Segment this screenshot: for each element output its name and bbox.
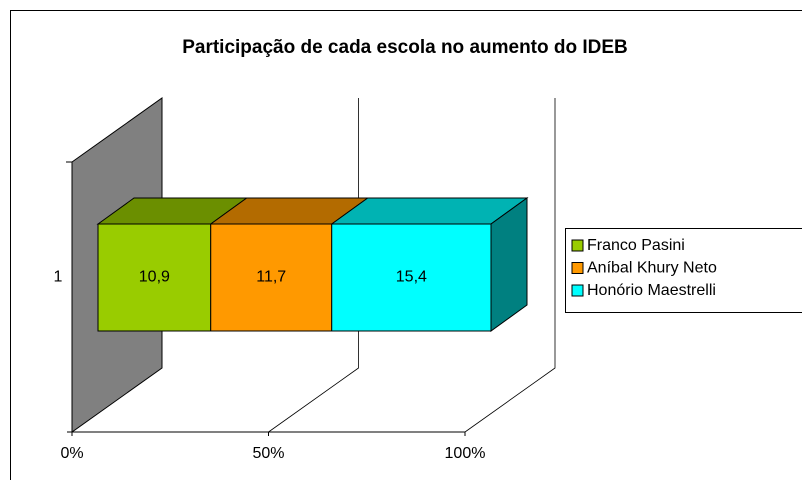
legend-label: Franco Pasini — [587, 237, 685, 254]
legend-label: Aníbal Khury Neto — [587, 260, 717, 277]
legend-swatch — [571, 284, 584, 297]
bar — [97, 223, 212, 332]
y-tick-label: 1 — [54, 269, 63, 286]
legend-swatch — [571, 239, 584, 252]
x-tick-label: 0% — [60, 445, 83, 462]
data-label: 15,4 — [396, 269, 427, 286]
x-tick-label: 100% — [445, 445, 486, 462]
legend-label: Honório Maestrelli — [587, 282, 716, 299]
grid-line — [464, 98, 556, 433]
grid-line — [268, 98, 359, 433]
legend-box — [565, 228, 802, 313]
data-label: 11,7 — [256, 269, 286, 286]
x-tick-label: 50% — [252, 445, 284, 462]
legend-swatch — [571, 262, 584, 274]
data-label: 10,9 — [139, 269, 170, 286]
bar — [210, 223, 333, 332]
bar — [331, 223, 492, 332]
chart-title: Participação de cada escola no aumento d… — [182, 37, 628, 58]
